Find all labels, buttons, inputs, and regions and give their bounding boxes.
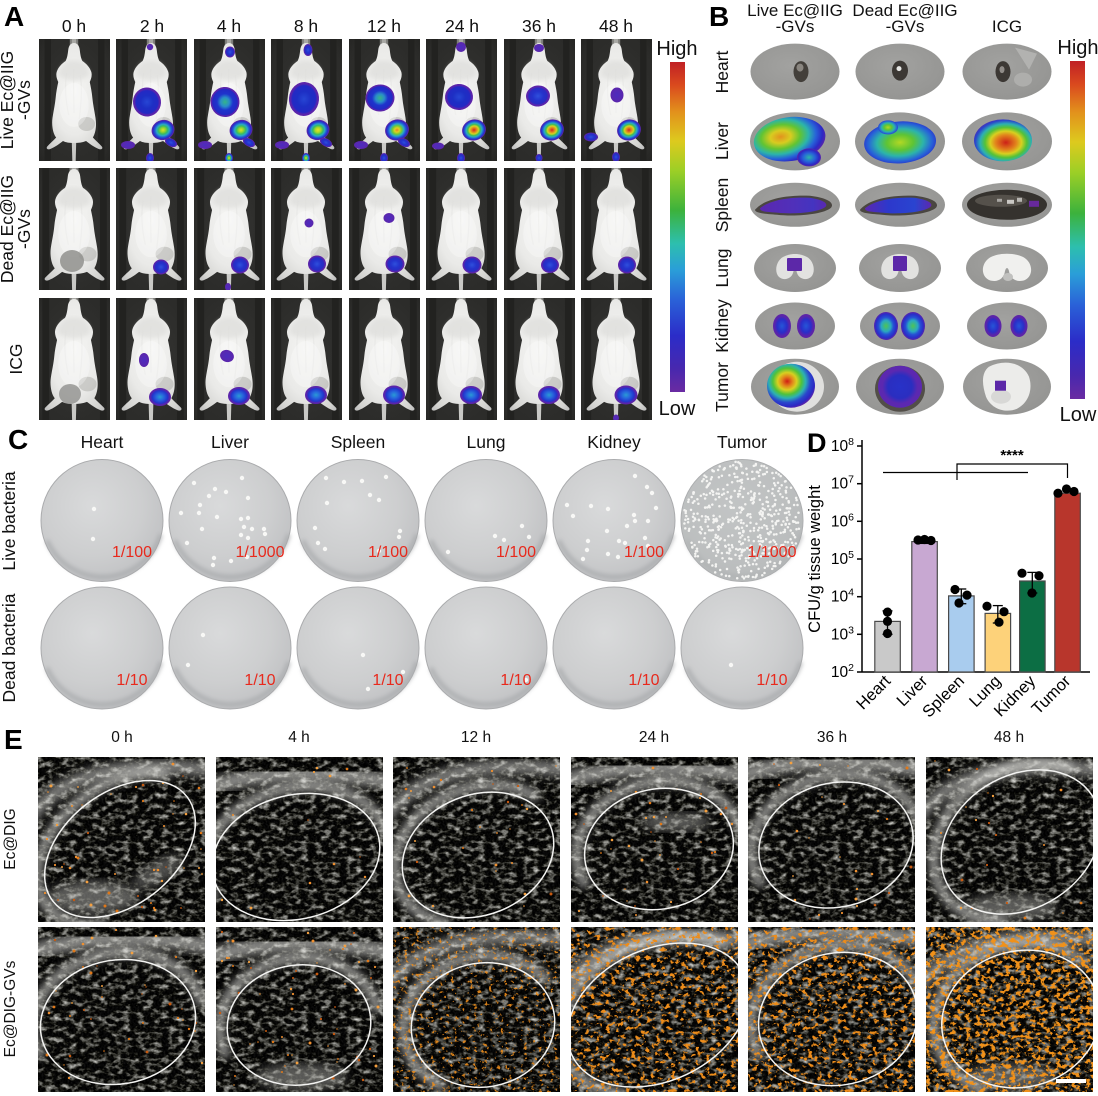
svg-text:107: 107 [831, 474, 854, 493]
svg-text:108: 108 [831, 436, 854, 455]
svg-text:-GVs: -GVs [14, 209, 34, 249]
svg-text:Live bacteria: Live bacteria [0, 471, 19, 570]
svg-text:Spleen: Spleen [712, 178, 732, 233]
svg-text:CFU/g tissue weight: CFU/g tissue weight [806, 485, 824, 633]
svg-text:Dead bacteria: Dead bacteria [0, 593, 19, 702]
svg-text:106: 106 [831, 511, 854, 530]
svg-text:-GVs: -GVs [14, 80, 34, 120]
svg-text:Spleen: Spleen [919, 672, 968, 721]
svg-text:Ec@DIG: Ec@DIG [2, 808, 19, 869]
svg-text:D: D [807, 428, 827, 458]
svg-text:****: **** [1000, 447, 1024, 464]
svg-text:105: 105 [831, 549, 854, 568]
svg-text:Dead Ec@IIG: Dead Ec@IIG [0, 175, 17, 283]
svg-text:ICG: ICG [6, 343, 26, 374]
svg-text:Heart: Heart [853, 672, 895, 714]
svg-text:Lung: Lung [712, 249, 732, 288]
svg-text:Live Ec@IIG: Live Ec@IIG [0, 51, 17, 150]
svg-text:102: 102 [831, 662, 854, 681]
svg-text:Tumor: Tumor [1028, 672, 1074, 718]
svg-text:Tumor: Tumor [712, 362, 732, 412]
svg-text:104: 104 [831, 587, 854, 606]
svg-text:Ec@DIG-GVs: Ec@DIG-GVs [2, 960, 19, 1057]
svg-text:Heart: Heart [712, 50, 732, 93]
svg-text:103: 103 [831, 624, 854, 643]
svg-text:Kidney: Kidney [712, 299, 732, 353]
svg-text:Liver: Liver [712, 122, 732, 160]
